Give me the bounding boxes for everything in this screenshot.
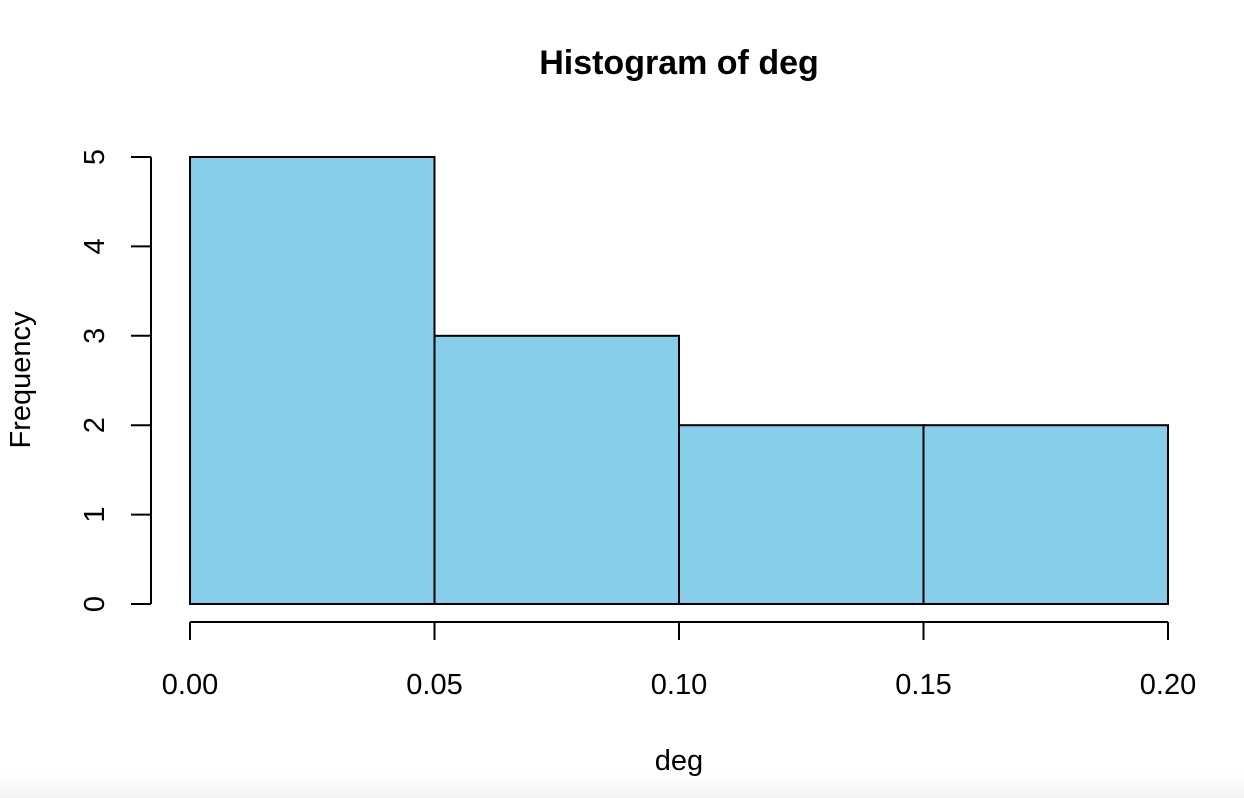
x-axis: 0.00 0.05 0.10 0.15 0.20 — [162, 621, 1196, 701]
x-tick-label-1: 0.05 — [406, 669, 462, 701]
y-tick-label-4: 4 — [79, 238, 111, 254]
y-tick-label-2: 2 — [79, 417, 111, 433]
y-tick-label-5: 5 — [79, 149, 111, 165]
x-tick-label-4: 0.20 — [1140, 669, 1196, 701]
x-axis-label: deg — [655, 745, 703, 777]
bars-group — [189, 156, 1169, 606]
y-tick-label-3: 3 — [79, 328, 111, 344]
y-tick-label-1: 1 — [79, 507, 111, 523]
histogram-bar-3 — [922, 424, 1169, 606]
histogram-bar-2 — [678, 424, 925, 606]
y-tick-label-0: 0 — [79, 596, 111, 612]
y-axis-label: Frequency — [5, 311, 37, 449]
chart-title: Histogram of deg — [539, 44, 819, 82]
window-bottom-strip — [0, 772, 1244, 798]
y-axis: 0 1 2 3 4 5 — [79, 149, 152, 612]
x-tick-label-2: 0.10 — [651, 669, 707, 701]
histogram-bar-1 — [433, 334, 680, 605]
x-tick-label-3: 0.15 — [895, 669, 951, 701]
histogram-bar-0 — [189, 156, 436, 605]
x-tick-label-0: 0.00 — [162, 669, 218, 701]
